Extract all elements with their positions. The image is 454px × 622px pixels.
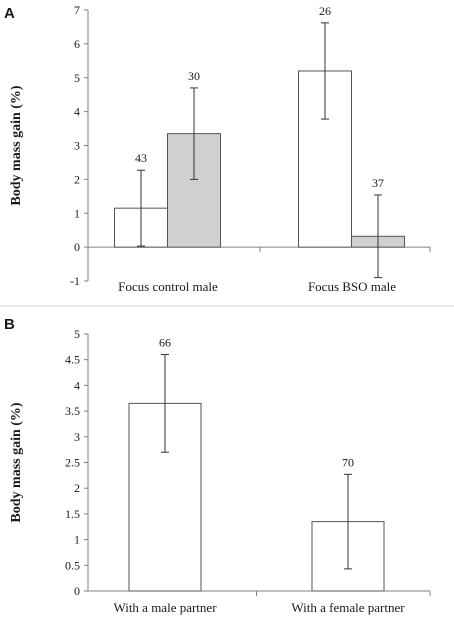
y-tick-label: 5 <box>74 327 80 341</box>
sample-size-label: 30 <box>188 69 200 83</box>
sample-size-label: 70 <box>342 455 354 469</box>
y-tick-label: 1.5 <box>65 507 80 521</box>
y-tick-label: 0 <box>74 240 80 254</box>
y-tick-label: 6 <box>74 37 80 51</box>
category-label: With a female partner <box>291 600 405 615</box>
y-tick-label: 0 <box>74 584 80 598</box>
sample-size-label: 43 <box>135 151 147 165</box>
panel-letter: A <box>4 5 15 22</box>
y-tick-label: 3.5 <box>65 404 80 418</box>
y-tick-label: 4.5 <box>65 353 80 367</box>
y-tick-label: 0.5 <box>65 558 80 572</box>
category-label: Focus control male <box>118 279 218 294</box>
y-tick-label: 4 <box>74 105 80 119</box>
y-tick-label: 5 <box>74 71 80 85</box>
panel-a-chart: A -1 0 1 2 3 4 5 6 7 43 26 30 37 Focus control male Foc… <box>4 3 431 294</box>
sample-size-label: 26 <box>319 4 331 18</box>
category-label: With a male partner <box>113 600 217 615</box>
y-tick-label: 2.5 <box>65 456 80 470</box>
y-tick-label: 2 <box>74 481 80 495</box>
y-tick-label: 3 <box>74 139 80 153</box>
y-tick-label: 1 <box>74 206 80 220</box>
y-tick-label: 1 <box>74 533 80 547</box>
category-label: Focus BSO male <box>308 279 396 294</box>
y-tick-label: 2 <box>74 172 80 186</box>
panel-b-chart: B 0 0.5 1 1.5 2 2.5 3 3.5 4 4.5 5 66 70 With a male pa… <box>4 316 431 615</box>
sample-size-label: 37 <box>372 176 384 190</box>
y-tick-label: -1 <box>70 274 80 288</box>
y-axis-title: Body mass gain (%) <box>9 85 24 206</box>
y-tick-label: 4 <box>74 378 80 392</box>
y-tick-label: 3 <box>74 430 80 444</box>
y-tick-label: 7 <box>74 3 80 17</box>
sample-size-label: 66 <box>159 336 171 350</box>
panel-letter: B <box>4 316 15 333</box>
y-axis-title: Body mass gain (%) <box>9 402 24 523</box>
